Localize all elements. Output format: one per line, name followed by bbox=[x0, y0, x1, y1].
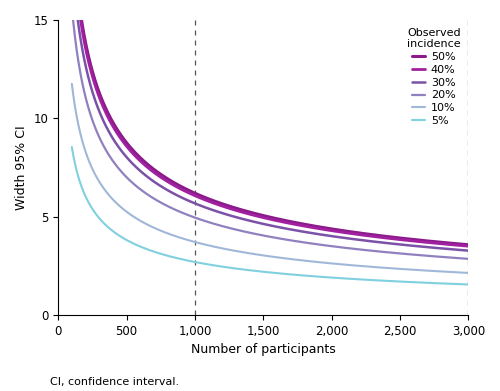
50% bbox=[341, 228, 347, 233]
Line: 30%: 30% bbox=[72, 0, 468, 251]
10% bbox=[385, 266, 391, 271]
Line: 50%: 50% bbox=[72, 0, 468, 245]
Line: 5%: 5% bbox=[72, 147, 468, 285]
5% bbox=[341, 276, 347, 281]
40% bbox=[244, 211, 250, 216]
Text: CI, confidence interval.: CI, confidence interval. bbox=[50, 377, 179, 387]
10% bbox=[229, 248, 235, 253]
30% bbox=[229, 214, 235, 219]
10% bbox=[341, 262, 347, 267]
50% bbox=[466, 242, 471, 247]
5% bbox=[229, 266, 235, 271]
20% bbox=[466, 256, 471, 261]
10% bbox=[110, 197, 116, 201]
X-axis label: Number of participants: Number of participants bbox=[191, 343, 336, 357]
40% bbox=[466, 244, 471, 249]
Legend: 50%, 40%, 30%, 20%, 10%, 5%: 50%, 40%, 30%, 20%, 10%, 5% bbox=[405, 25, 463, 128]
10% bbox=[466, 271, 471, 275]
30% bbox=[385, 241, 391, 246]
5% bbox=[385, 279, 391, 283]
Y-axis label: Width 95% CI: Width 95% CI bbox=[15, 125, 28, 210]
50% bbox=[229, 205, 235, 210]
20% bbox=[69, 4, 75, 9]
10% bbox=[244, 251, 250, 255]
40% bbox=[378, 235, 384, 240]
40% bbox=[110, 123, 116, 127]
5% bbox=[110, 228, 116, 233]
50% bbox=[378, 233, 384, 238]
10% bbox=[378, 265, 384, 270]
30% bbox=[341, 235, 347, 240]
20% bbox=[378, 249, 384, 254]
Line: 40%: 40% bbox=[72, 0, 468, 246]
Line: 20%: 20% bbox=[72, 7, 468, 259]
30% bbox=[466, 248, 471, 253]
20% bbox=[244, 230, 250, 234]
30% bbox=[378, 240, 384, 245]
30% bbox=[244, 217, 250, 222]
20% bbox=[341, 246, 347, 250]
Line: 10%: 10% bbox=[72, 84, 468, 273]
20% bbox=[385, 250, 391, 255]
40% bbox=[229, 207, 235, 212]
5% bbox=[69, 145, 75, 149]
10% bbox=[69, 81, 75, 86]
20% bbox=[229, 226, 235, 231]
5% bbox=[378, 278, 384, 283]
50% bbox=[385, 234, 391, 239]
5% bbox=[244, 267, 250, 272]
20% bbox=[110, 158, 116, 163]
40% bbox=[385, 236, 391, 240]
40% bbox=[341, 230, 347, 235]
50% bbox=[110, 119, 116, 124]
30% bbox=[110, 135, 116, 140]
5% bbox=[466, 282, 471, 287]
50% bbox=[244, 209, 250, 213]
